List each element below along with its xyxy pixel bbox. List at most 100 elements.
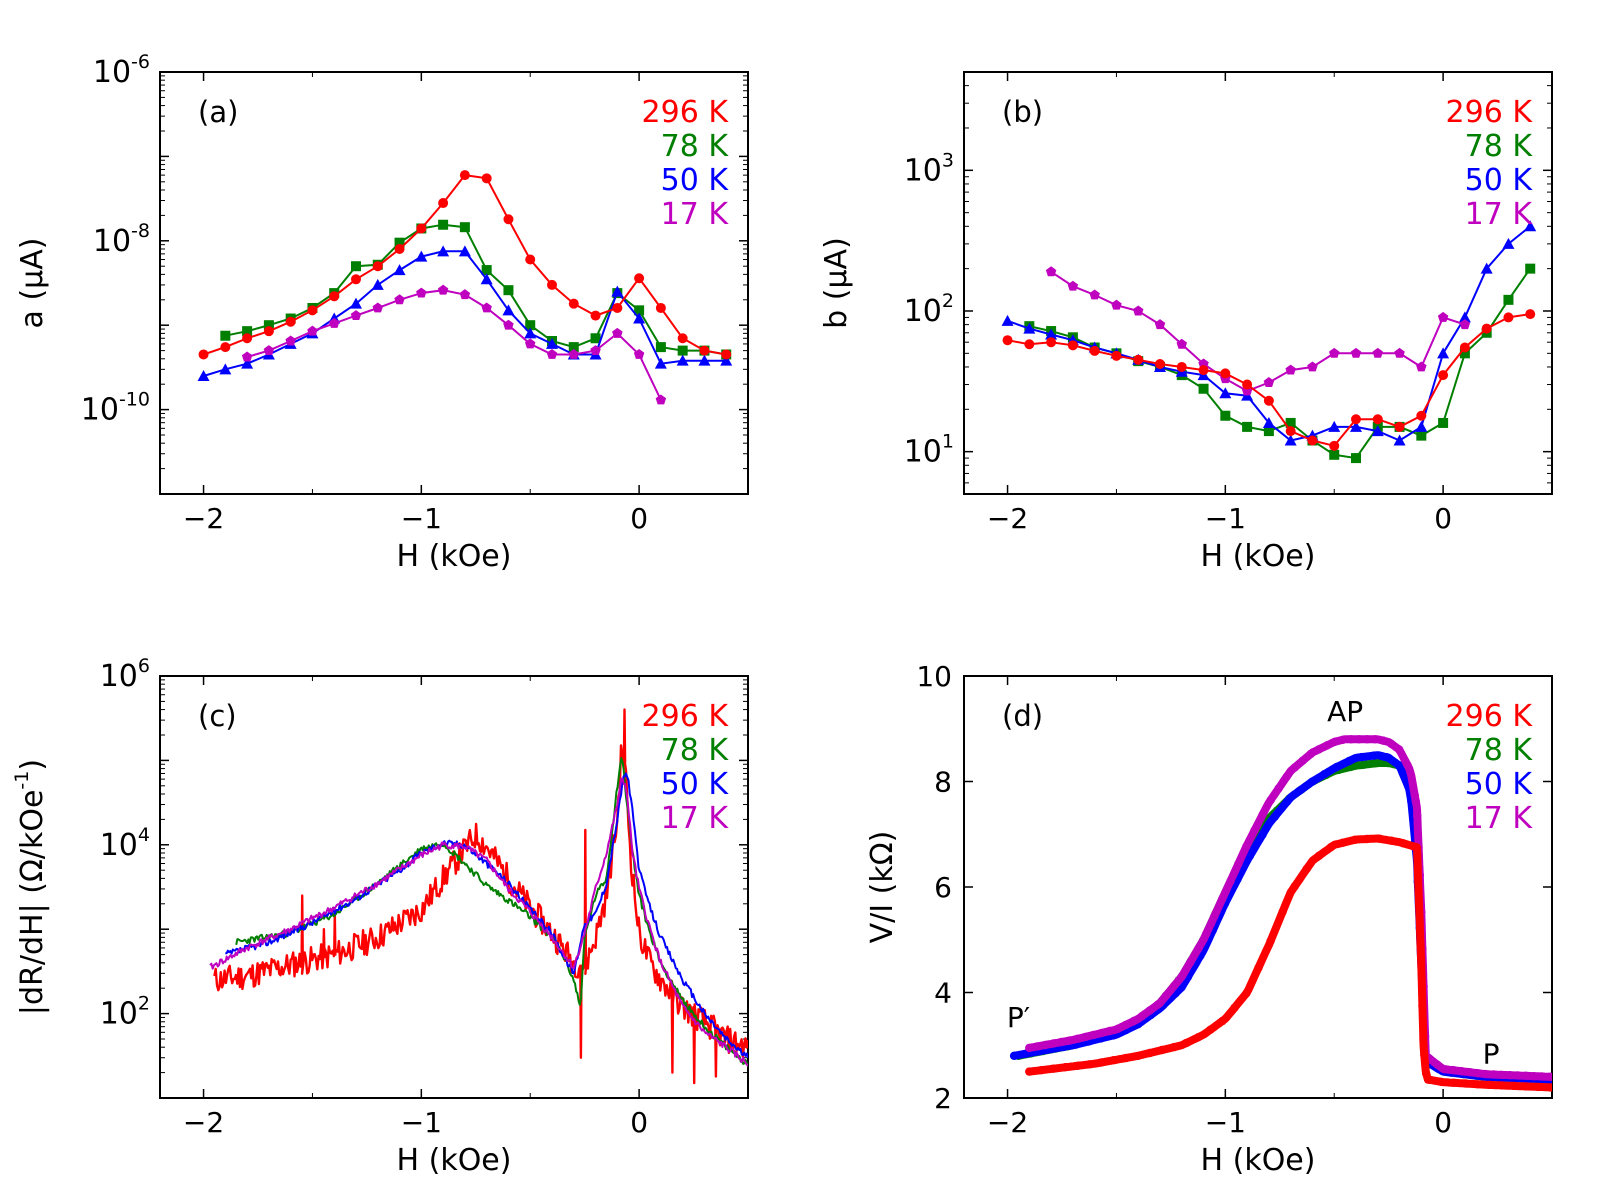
data-point-17K — [1481, 1069, 1490, 1079]
legend-entry-78K: 78 K — [1465, 129, 1534, 164]
data-point-296K — [1461, 1079, 1470, 1088]
data-point-78K — [1525, 263, 1536, 274]
data-point-17K — [1067, 280, 1079, 291]
y-tick-label: 102 — [904, 290, 954, 329]
data-point-78K — [459, 222, 470, 233]
data-point-50K — [1320, 770, 1329, 779]
y-tick-label: 10-8 — [93, 220, 150, 259]
data-point-296K — [1109, 1056, 1119, 1065]
data-point-50K — [1437, 347, 1450, 359]
y-tick-label: 103 — [904, 149, 954, 188]
data-point-50K — [197, 370, 210, 382]
data-point-50K — [546, 337, 558, 349]
data-point-17K — [1113, 1024, 1123, 1034]
data-point-50K — [1245, 851, 1255, 860]
data-point-17K — [612, 327, 623, 338]
data-point-50K — [241, 357, 254, 369]
data-point-17K — [1473, 1069, 1482, 1078]
annotation-p: P — [1483, 1038, 1500, 1071]
x-tick-label: −1 — [1205, 1106, 1246, 1139]
data-point-17K — [1449, 1066, 1458, 1075]
panel-c-plot-area — [209, 708, 748, 1085]
panel-b: −2 −1 0 101 102 103 H (kOe) b (μA) (b) 296 K78 K5… — [819, 71, 1553, 574]
data-point-296K — [1285, 426, 1296, 437]
legend-entry-17K: 17 K — [1465, 801, 1534, 836]
data-point-296K — [1002, 335, 1013, 346]
data-point-17K — [655, 394, 667, 405]
data-point-17K — [1129, 1016, 1139, 1026]
data-point-50K — [1270, 812, 1280, 821]
data-point-296K — [1242, 989, 1251, 998]
data-point-17K — [1307, 361, 1318, 372]
data-point-296K — [1194, 1033, 1203, 1042]
legend-entry-78K: 78 K — [1465, 733, 1534, 768]
data-point-17K — [1089, 1030, 1098, 1040]
data-point-17K — [1465, 1068, 1474, 1077]
data-point-17K — [241, 351, 253, 362]
data-point-296K — [1362, 834, 1372, 844]
data-point-50K — [350, 297, 362, 309]
series-line-17K — [1050, 270, 1466, 393]
data-point-50K — [698, 354, 711, 366]
data-point-296K — [198, 349, 209, 360]
panel-b-legend: 296 K78 K50 K17 K — [1446, 95, 1534, 232]
y-tick-label: 102 — [100, 993, 150, 1032]
data-point-296K — [1046, 337, 1057, 348]
data-point-50K — [437, 245, 450, 257]
data-point-17K — [1416, 361, 1427, 372]
data-point-78K — [590, 333, 601, 344]
series-296K — [1002, 309, 1536, 451]
data-point-296K — [503, 214, 514, 225]
data-point-296K — [1290, 882, 1299, 891]
y-tick-label: 104 — [100, 824, 150, 863]
data-point-17K — [1403, 760, 1412, 769]
data-point-78K — [1285, 417, 1296, 428]
data-point-296K — [1145, 1048, 1155, 1058]
data-point-17K — [437, 284, 449, 295]
data-point-296K — [1220, 368, 1231, 379]
data-point-296K — [547, 279, 557, 290]
data-point-50K — [1284, 434, 1297, 446]
series-line-296K — [1025, 834, 1552, 1092]
panel-c-frame — [159, 675, 749, 1099]
y-axis-label: a (μA) — [15, 238, 50, 329]
data-point-296K — [1350, 835, 1360, 844]
data-point-296K — [1157, 1045, 1167, 1055]
data-point-17K — [1176, 338, 1188, 349]
data-point-17K — [1169, 981, 1179, 991]
panel-a: −2 −1 0 10-10 10-8 10-6 H (kOe) a (μA) (a) 296 K7… — [15, 51, 749, 574]
data-point-296K — [1473, 1080, 1482, 1089]
data-point-17K — [1210, 912, 1219, 921]
data-point-17K — [1350, 347, 1362, 358]
panel-label-d: (d) — [1002, 699, 1043, 733]
data-point-17K — [1226, 877, 1235, 886]
data-point-17K — [1218, 894, 1227, 903]
series-50K — [197, 245, 733, 382]
panel-c-legend: 296 K78 K50 K17 K — [642, 699, 730, 836]
x-axis-label: H (kOe) — [397, 539, 512, 574]
data-point-17K — [1274, 784, 1283, 793]
data-point-296K — [1351, 414, 1361, 425]
data-point-296K — [655, 302, 666, 313]
data-point-296K — [1329, 440, 1340, 451]
series-line-296K — [203, 174, 727, 356]
x-tick-label: −1 — [1205, 502, 1246, 535]
data-point-296K — [1169, 1042, 1179, 1052]
data-point-50K — [1357, 752, 1366, 762]
data-point-296K — [1133, 1051, 1143, 1061]
data-point-296K — [1121, 1053, 1131, 1063]
series-50K — [225, 772, 748, 1059]
data-point-296K — [1242, 379, 1253, 390]
panel-c: −2 −1 0 102 104 106 H (kOe) |dR/dH| (Ω/kOe-1) (c… — [11, 655, 749, 1178]
series-line-78K — [225, 223, 727, 356]
series-line-50K — [1007, 225, 1531, 442]
data-point-50K — [1258, 830, 1267, 839]
x-tick-label: −1 — [401, 1106, 442, 1139]
data-point-17K — [1177, 971, 1187, 981]
data-point-17K — [1354, 735, 1364, 744]
data-point-296K — [1545, 1083, 1552, 1092]
data-point-296K — [1425, 1075, 1435, 1085]
x-axis-label: H (kOe) — [1201, 539, 1316, 574]
data-point-17K — [1250, 826, 1259, 835]
data-point-296K — [568, 298, 579, 309]
